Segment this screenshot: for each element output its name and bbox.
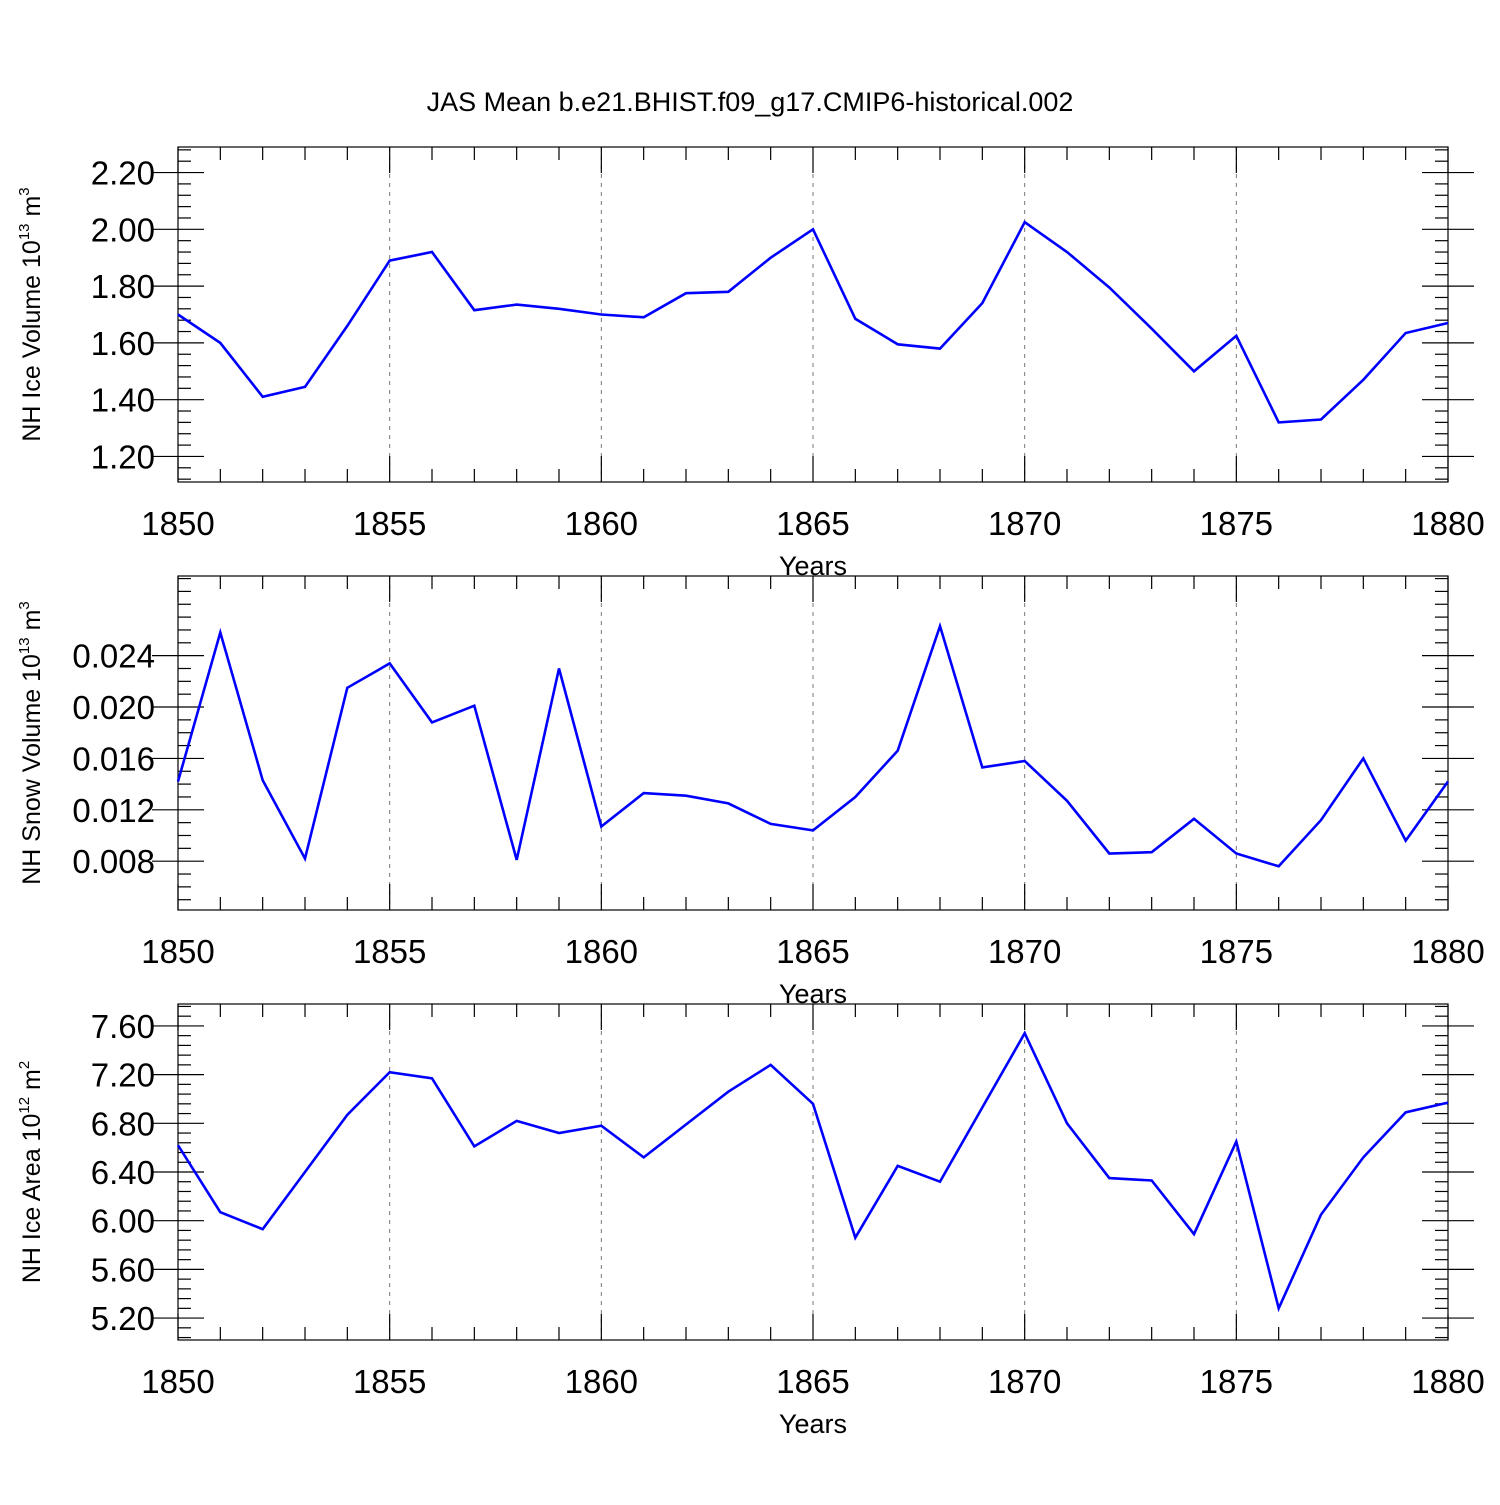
y-tick-label: 2.20 <box>91 155 155 192</box>
x-tick-label: 1880 <box>1411 933 1484 970</box>
y-tick-label: 1.40 <box>91 382 155 419</box>
y-tick-label: 0.024 <box>72 638 155 675</box>
x-tick-label: 1880 <box>1411 1363 1484 1400</box>
x-tick-label: 1850 <box>141 1363 214 1400</box>
chart-title: JAS Mean b.e21.BHIST.f09_g17.CMIP6-histo… <box>427 87 1074 117</box>
x-tick-label: 1870 <box>988 505 1061 542</box>
plot-frame <box>178 1004 1448 1340</box>
x-tick-label: 1880 <box>1411 505 1484 542</box>
y-axis-label-exponent: 13 <box>16 637 33 654</box>
y-axis-label: NH Ice Area 1012 m2 <box>16 1061 46 1283</box>
y-axis-label-text: NH Ice Volume 10 <box>18 240 46 442</box>
x-tick-label: 1860 <box>565 933 638 970</box>
x-tick-label: 1850 <box>141 933 214 970</box>
y-tick-label: 5.60 <box>91 1251 155 1288</box>
y-tick-label: 7.60 <box>91 1008 155 1045</box>
x-axis-label: Years <box>779 1409 847 1439</box>
y-axis-label-unit: m <box>18 610 46 638</box>
y-axis-label-unit-exponent: 3 <box>16 187 33 195</box>
x-tick-label: 1865 <box>776 505 849 542</box>
x-tick-label: 1855 <box>353 933 426 970</box>
x-tick-label: 1875 <box>1200 1363 1273 1400</box>
y-tick-label: 0.008 <box>72 843 155 880</box>
y-tick-label: 0.012 <box>72 792 155 829</box>
x-tick-label: 1870 <box>988 933 1061 970</box>
x-tick-label: 1850 <box>141 505 214 542</box>
y-tick-label: 0.016 <box>72 740 155 777</box>
x-tick-label: 1865 <box>776 1363 849 1400</box>
x-tick-label: 1860 <box>565 1363 638 1400</box>
x-tick-label: 1875 <box>1200 933 1273 970</box>
panel-snow-volume: 0.008 0.012 0.016 0.020 0.024 1850 1855 1860 186… <box>16 576 1485 1009</box>
x-tick-label: 1855 <box>353 505 426 542</box>
y-tick-label: 1.80 <box>91 268 155 305</box>
y-axis-label-exponent: 12 <box>16 1097 33 1114</box>
plot-frame <box>178 147 1448 482</box>
y-tick-label: 6.00 <box>91 1203 155 1240</box>
y-axis-label-unit-exponent: 2 <box>16 1061 33 1069</box>
panel-ice-volume: 1.20 1.40 1.60 1.80 2.00 2.20 1850 1855 1860 1865… <box>16 147 1485 581</box>
y-tick-label: 1.20 <box>91 438 155 475</box>
series-line-snow-volume <box>178 626 1448 866</box>
panel-ice-area: 5.20 5.60 6.00 6.40 6.80 7.20 7.60 1850 1855 1860… <box>16 1004 1485 1439</box>
y-axis-label-text: NH Ice Area 10 <box>18 1114 46 1284</box>
y-tick-label: 1.60 <box>91 325 155 362</box>
y-axis-label: NH Ice Volume 1013 m3 <box>16 187 46 441</box>
x-tick-label: 1865 <box>776 933 849 970</box>
y-axis-label-exponent: 13 <box>16 223 33 240</box>
x-tick-label: 1860 <box>565 505 638 542</box>
x-tick-label: 1855 <box>353 1363 426 1400</box>
y-tick-label: 0.020 <box>72 689 155 726</box>
y-tick-label: 5.20 <box>91 1300 155 1337</box>
x-tick-label: 1870 <box>988 1363 1061 1400</box>
y-tick-label: 6.40 <box>91 1154 155 1191</box>
y-axis-label-unit: m <box>18 1069 46 1097</box>
y-tick-label: 6.80 <box>91 1105 155 1142</box>
y-axis-label-text: NH Snow Volume 10 <box>18 654 46 885</box>
y-tick-label: 7.20 <box>91 1057 155 1094</box>
y-axis-label-unit-exponent: 3 <box>16 601 33 609</box>
y-tick-label: 2.00 <box>91 211 155 248</box>
x-tick-label: 1875 <box>1200 505 1273 542</box>
y-axis-label-unit: m <box>18 196 46 224</box>
y-axis-label: NH Snow Volume 1013 m3 <box>16 601 46 885</box>
